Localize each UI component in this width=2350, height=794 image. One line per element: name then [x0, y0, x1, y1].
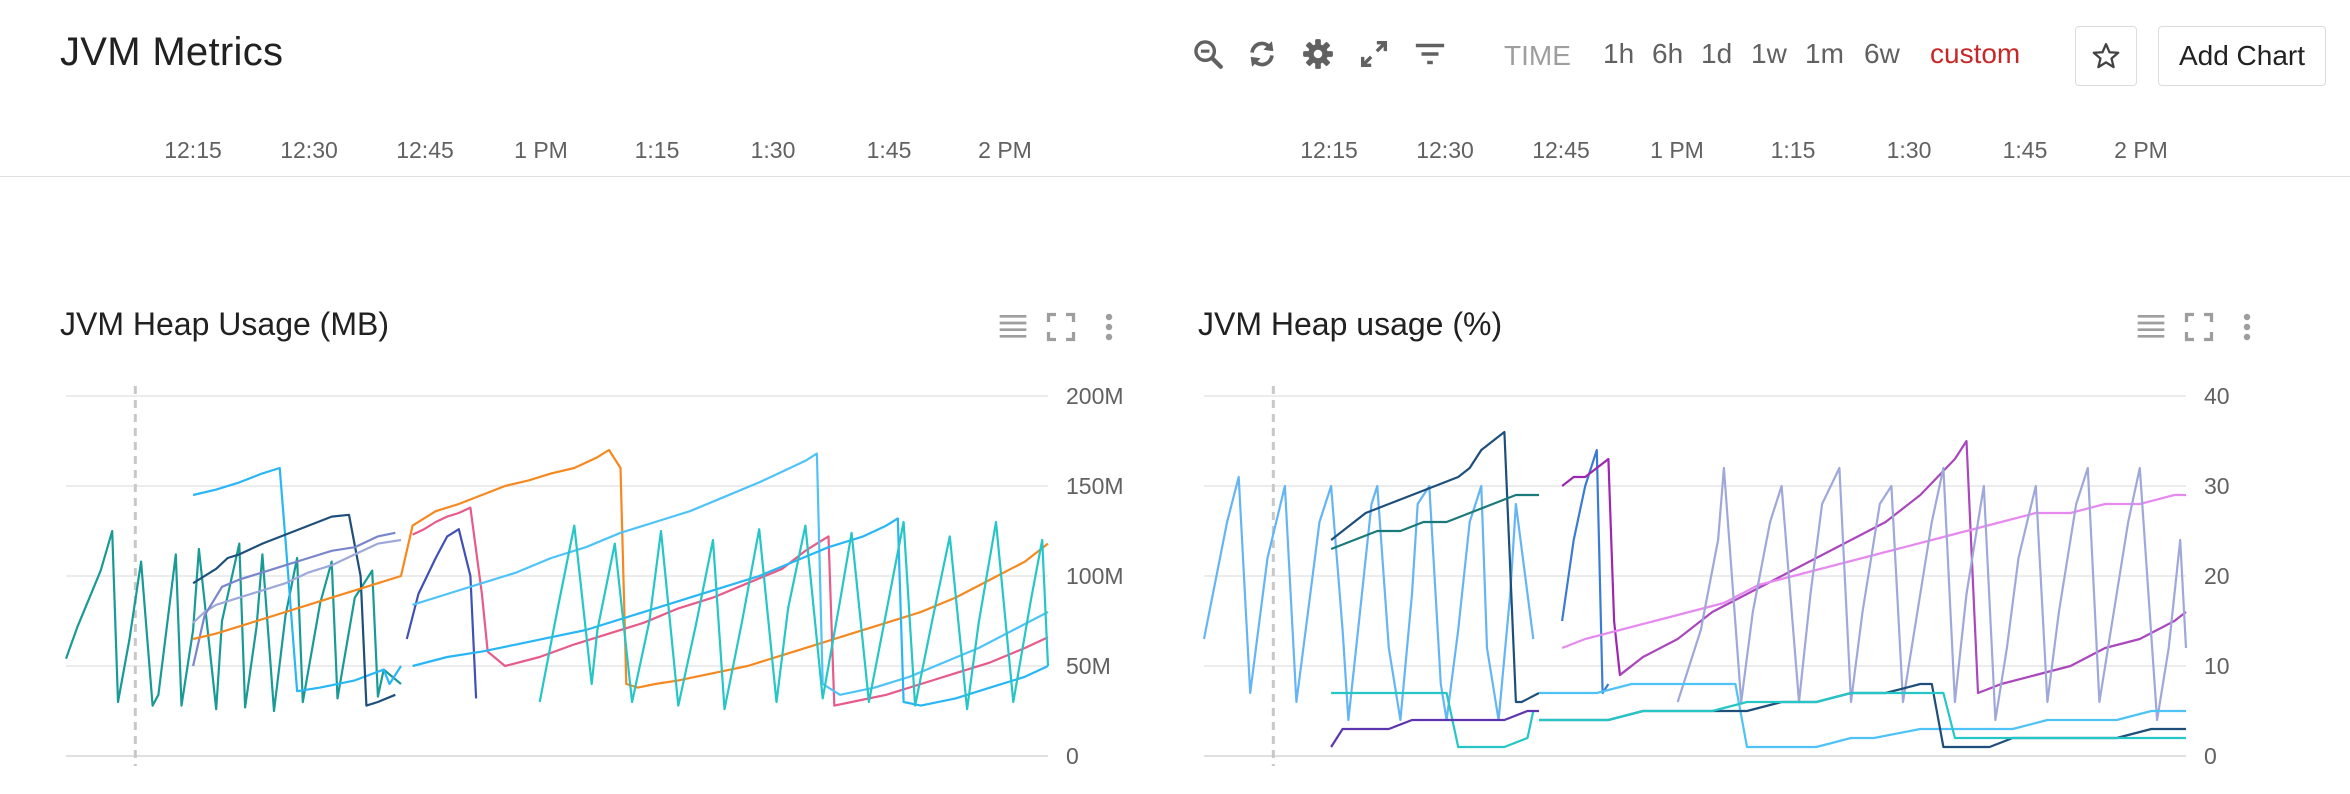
- heap-pct-chart[interactable]: 0 10 20 30 40: [1198, 360, 2298, 794]
- filter-icon[interactable]: [1410, 34, 1450, 74]
- y-tick-label: 20: [2204, 563, 2230, 589]
- time-axis-tick: 12:45: [396, 137, 454, 163]
- time-axis-svg: 12:15 12:30 12:45 1 PM 1:15 1:30 1:45 2 PM 12:15…: [164, 137, 2168, 163]
- series-line-1[interactable]: [1331, 691, 1535, 749]
- time-axis-tick: 1:45: [2003, 137, 2048, 163]
- time-axis-tick: 12:30: [1416, 137, 1474, 163]
- series-line-5[interactable]: [192, 448, 1049, 689]
- time-axis-tick: 1:30: [1887, 137, 1932, 163]
- series-line-9[interactable]: [1676, 466, 2188, 722]
- series-line-12[interactable]: [1539, 691, 2186, 740]
- time-axis-tick: 12:15: [164, 137, 222, 163]
- series-line-8[interactable]: [1561, 493, 2186, 650]
- favorite-button[interactable]: [2075, 26, 2137, 86]
- y-tick-label: 50M: [1066, 653, 1111, 679]
- series-line-4[interactable]: [192, 531, 396, 667]
- range-6w[interactable]: 6w: [1864, 38, 1900, 69]
- y-tick-label: 100M: [1066, 563, 1124, 589]
- y-tick-label: 30: [2204, 473, 2230, 499]
- chart-panel-heap-mb: JVM Heap Usage (MB) 0 50M 100M 150M 200M: [60, 290, 1200, 794]
- series-line-4[interactable]: [1330, 709, 1539, 748]
- series-line-3[interactable]: [192, 538, 402, 624]
- legend-toggle-icon[interactable]: [2134, 310, 2168, 344]
- time-axis: 12:15 12:30 12:45 1 PM 1:15 1:30 1:45 2 PM 12:15…: [0, 120, 2350, 177]
- time-label: TIME: [1504, 40, 1571, 71]
- series-line-6[interactable]: [405, 528, 478, 699]
- zoom-out-icon[interactable]: [1188, 34, 1228, 74]
- series-line-10[interactable]: [538, 520, 1050, 711]
- range-6h[interactable]: 6h: [1652, 38, 1684, 69]
- y-tick-label: 0: [1066, 743, 1079, 769]
- more-options-icon[interactable]: [2230, 310, 2264, 344]
- time-axis-tick: 1:30: [751, 137, 796, 163]
- page-title: JVM Metrics: [60, 30, 284, 74]
- expand-icon[interactable]: [1354, 34, 1394, 74]
- y-tick-label: 40: [2204, 383, 2230, 409]
- series-line-6[interactable]: [1561, 457, 1633, 677]
- time-axis-tick: 12:15: [1300, 137, 1358, 163]
- time-axis-tick: 1 PM: [1650, 137, 1704, 163]
- series-line-1[interactable]: [192, 466, 402, 693]
- series-line-0[interactable]: [1202, 475, 1535, 722]
- fullscreen-icon[interactable]: [2182, 310, 2216, 344]
- series-line-2[interactable]: [1330, 430, 1540, 704]
- fullscreen-icon[interactable]: [1044, 310, 1078, 344]
- chart-tools: [2134, 310, 2264, 344]
- y-tick-label: 10: [2204, 653, 2230, 679]
- time-axis-tick: 2 PM: [2114, 137, 2168, 163]
- chart-title: JVM Heap Usage (MB): [60, 306, 389, 342]
- range-custom[interactable]: custom: [1930, 38, 2021, 69]
- range-1d[interactable]: 1d: [1701, 38, 1733, 69]
- y-tick-label: 150M: [1066, 473, 1124, 499]
- time-axis-tick: 2 PM: [978, 137, 1032, 163]
- time-axis-tick: 1:15: [635, 137, 680, 163]
- time-axis-tick: 1:45: [867, 137, 912, 163]
- refresh-icon[interactable]: [1242, 34, 1282, 74]
- y-tick-label: 200M: [1066, 383, 1124, 409]
- chart-tools: [996, 310, 1126, 344]
- y-tick-label: 0: [2204, 743, 2217, 769]
- time-axis-tick: 1 PM: [514, 137, 568, 163]
- range-1w[interactable]: 1w: [1751, 38, 1787, 69]
- series-line-2[interactable]: [192, 513, 396, 707]
- header: JVM Metrics TIME 1h 6h 1d 1w 1m 6w custo…: [0, 0, 2350, 120]
- series-line-0[interactable]: [64, 529, 402, 713]
- legend-toggle-icon[interactable]: [996, 310, 1030, 344]
- series-line-9[interactable]: [412, 517, 1049, 707]
- star-icon: [2092, 43, 2120, 69]
- series-line-8[interactable]: [412, 452, 1049, 696]
- range-1h[interactable]: 1h: [1603, 38, 1635, 69]
- heap-mb-chart[interactable]: 0 50M 100M 150M 200M: [60, 360, 1160, 794]
- time-axis-tick: 12:45: [1532, 137, 1590, 163]
- add-chart-button[interactable]: Add Chart: [2158, 26, 2326, 86]
- range-1m[interactable]: 1m: [1805, 38, 1844, 69]
- series-line-3[interactable]: [1330, 493, 1539, 551]
- time-axis-tick: 1:15: [1771, 137, 1816, 163]
- chart-panel-heap-pct: JVM Heap usage (%) 0 10 20 30 40: [1198, 290, 2338, 794]
- series-line-7[interactable]: [1619, 439, 2187, 695]
- series-line-10[interactable]: [1539, 682, 2186, 749]
- chart-title: JVM Heap usage (%): [1198, 306, 1503, 342]
- more-options-icon[interactable]: [1092, 310, 1126, 344]
- time-axis-tick: 12:30: [280, 137, 338, 163]
- gear-icon[interactable]: [1298, 34, 1338, 74]
